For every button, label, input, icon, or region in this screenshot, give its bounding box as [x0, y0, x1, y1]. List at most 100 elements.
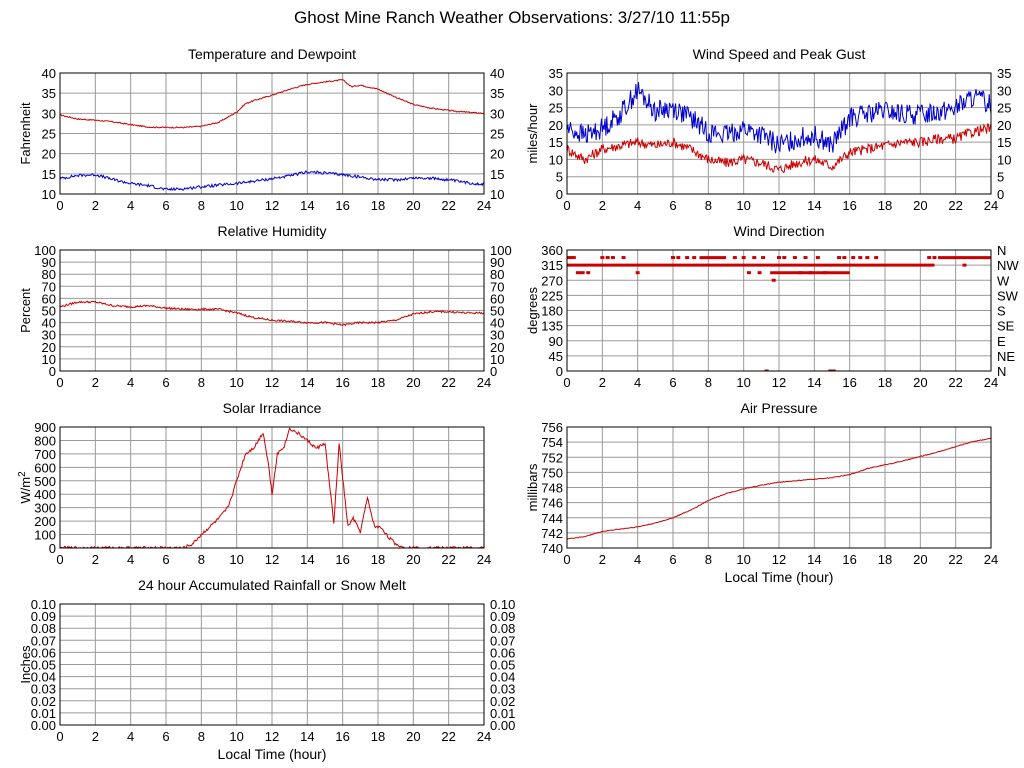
- direction-point: [741, 256, 746, 260]
- x-tick-label: 24: [477, 375, 491, 390]
- direction-point: [732, 256, 737, 260]
- direction-point: [676, 256, 681, 260]
- y-tick-label: 742: [541, 526, 563, 541]
- y-tick-label: 30: [549, 83, 563, 98]
- direction-point: [962, 263, 967, 267]
- direction-point: [874, 256, 879, 260]
- chart-title: Wind Direction: [733, 223, 824, 239]
- y-tick-label: 750: [541, 465, 563, 480]
- plot-frame: [566, 426, 992, 549]
- x-tick-label: 8: [705, 552, 712, 567]
- direction-point: [792, 256, 797, 260]
- y-tick-label-right: N: [997, 243, 1006, 258]
- x-tick-label: 22: [948, 375, 962, 390]
- direction-point: [586, 271, 591, 275]
- x-tick-label: 12: [265, 552, 279, 567]
- y-tick-label-right: 10: [490, 352, 504, 367]
- y-tick-label: 70: [42, 279, 56, 294]
- y-tick-label: 90: [549, 334, 563, 349]
- y-tick-label-right: 0.01: [490, 706, 515, 721]
- y-tick-label: 500: [34, 474, 56, 489]
- y-tick-label: 0: [49, 541, 56, 556]
- x-tick-label: 24: [477, 552, 491, 567]
- y-tick-label: 20: [549, 118, 563, 133]
- x-tick-label: 14: [807, 552, 821, 567]
- y-tick-label: 700: [34, 447, 56, 462]
- x-tick-label: 2: [92, 198, 99, 213]
- x-tick-label: 16: [335, 198, 349, 213]
- y-tick-label-right: 35: [997, 66, 1011, 81]
- y-tick-label-right: 15: [997, 135, 1011, 150]
- y-tick-label: 900: [34, 420, 56, 435]
- y-tick-label: 756: [541, 420, 563, 435]
- x-tick-label: 8: [705, 375, 712, 390]
- x-tick-label: 12: [265, 198, 279, 213]
- y-tick-label: 15: [42, 167, 56, 182]
- direction-point: [771, 278, 776, 282]
- y-tick-label: 0: [556, 364, 563, 379]
- y-tick-label: 748: [541, 481, 563, 496]
- x-tick-label: 24: [984, 198, 998, 213]
- x-tick-label: 20: [913, 552, 927, 567]
- direction-point: [605, 256, 610, 260]
- x-tick-label: 10: [229, 552, 243, 567]
- y-tick-label: 100: [34, 528, 56, 543]
- y-tick-label: 744: [541, 511, 563, 526]
- y-tick-label-right: SE: [997, 319, 1015, 334]
- x-tick-label: 18: [878, 375, 892, 390]
- plot-frame: [59, 72, 485, 195]
- x-tick-label: 24: [984, 552, 998, 567]
- x-tick-label: 6: [669, 552, 676, 567]
- y-tick-label: 0.04: [31, 670, 56, 685]
- chart-rainfall: 24 hour Accumulated Rainfall or Snow Mel…: [18, 577, 515, 762]
- y-tick-label: 100: [34, 243, 56, 258]
- direction-point: [757, 271, 762, 275]
- chart-title: Relative Humidity: [218, 223, 327, 239]
- x-tick-label: 4: [634, 198, 641, 213]
- y-tick-label: 10: [42, 187, 56, 202]
- x-tick-label: 10: [736, 198, 750, 213]
- x-tick-label: 16: [335, 729, 349, 744]
- plot-frame: [59, 426, 485, 549]
- direction-point: [815, 256, 820, 260]
- y-axis-label: millibars: [525, 463, 540, 511]
- x-tick-label: 4: [634, 552, 641, 567]
- x-tick-label: 14: [807, 198, 821, 213]
- x-tick-label: 22: [441, 729, 455, 744]
- x-tick-label: 2: [599, 198, 606, 213]
- chart-title: Temperature and Dewpoint: [188, 46, 356, 62]
- direction-point: [671, 256, 675, 260]
- x-tick-label: 14: [300, 198, 314, 213]
- y-tick-label: 0.03: [31, 682, 56, 697]
- plot-frame: [566, 249, 992, 372]
- direction-point: [932, 256, 937, 260]
- plot-frame: [59, 249, 485, 372]
- x-tick-label: 18: [371, 729, 385, 744]
- x-tick-label: 6: [669, 375, 676, 390]
- x-tick-label: 4: [127, 375, 134, 390]
- x-tick-label: 8: [198, 375, 205, 390]
- y-tick-label-right: 5: [997, 170, 1004, 185]
- direction-point: [822, 271, 827, 275]
- x-tick-label: 16: [842, 198, 856, 213]
- y-tick-label-right: 30: [490, 328, 504, 343]
- x-axis-label: Local Time (hour): [725, 569, 834, 585]
- x-tick-label: 6: [669, 198, 676, 213]
- direction-point: [777, 256, 781, 260]
- x-tick-label: 10: [736, 375, 750, 390]
- data-layer: [60, 79, 484, 191]
- chart-title: 24 hour Accumulated Rainfall or Snow Mel…: [138, 577, 406, 593]
- chart-title: Wind Speed and Peak Gust: [693, 46, 866, 62]
- y-tick-label-right: 0.04: [490, 670, 515, 685]
- x-tick-label: 20: [406, 552, 420, 567]
- y-tick-label: 0: [556, 187, 563, 202]
- y-tick-label: 60: [42, 291, 56, 306]
- x-tick-label: 10: [229, 729, 243, 744]
- x-tick-label: 4: [127, 729, 134, 744]
- y-tick-label: 20: [42, 147, 56, 162]
- series-line: [567, 123, 991, 174]
- y-tick-label: 0.00: [31, 718, 56, 733]
- direction-point: [621, 256, 626, 260]
- x-tick-label: 12: [265, 729, 279, 744]
